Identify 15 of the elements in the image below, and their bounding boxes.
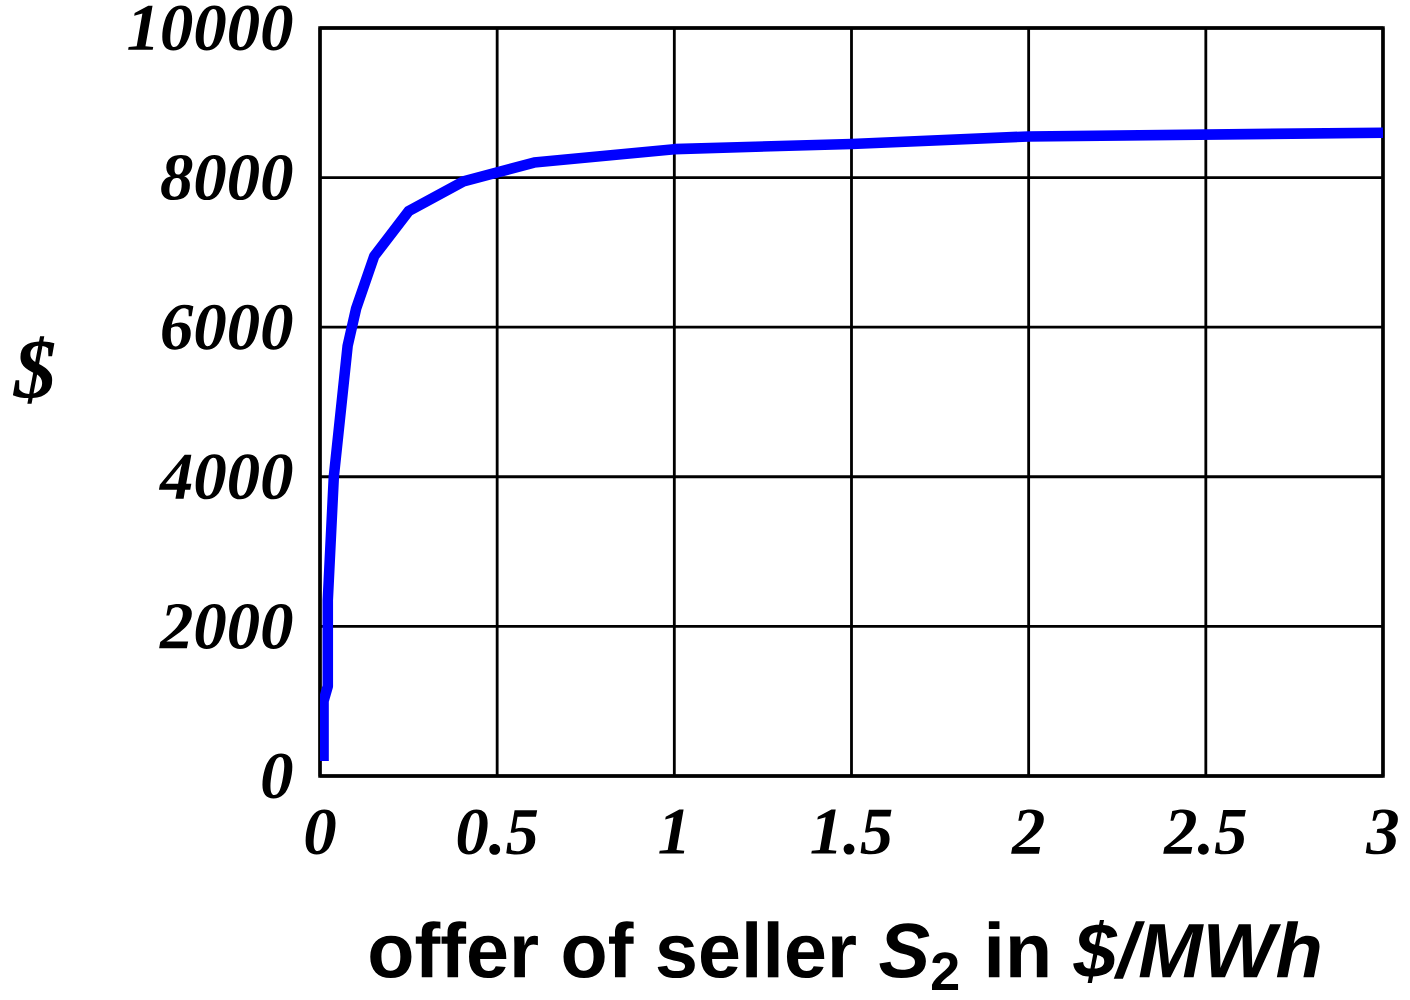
y-tick-label: 0 — [262, 753, 293, 799]
x-tick-label: 1.5 — [811, 809, 892, 855]
x-tick-label: 1 — [659, 809, 685, 854]
x-tick-label: 2.5 — [1163, 809, 1246, 855]
y-tick-label: 2000 — [159, 603, 293, 649]
y-tick-label: 6000 — [162, 304, 293, 350]
x-axis-title: offer of seller S$_{2}$ in $/MWh — [370, 919, 1320, 991]
y-tick-label: 4000 — [158, 454, 293, 500]
y-axis-title: $ — [12, 336, 55, 404]
x-tick-label: 0.5 — [457, 809, 538, 855]
y-tick-label: 10000 — [128, 5, 293, 51]
x-tick-label: 3 — [1365, 809, 1398, 855]
x-tick-label: 0 — [305, 809, 336, 855]
y-tick-label: 8000 — [161, 155, 293, 201]
x-tick-label: 2 — [1011, 809, 1044, 854]
